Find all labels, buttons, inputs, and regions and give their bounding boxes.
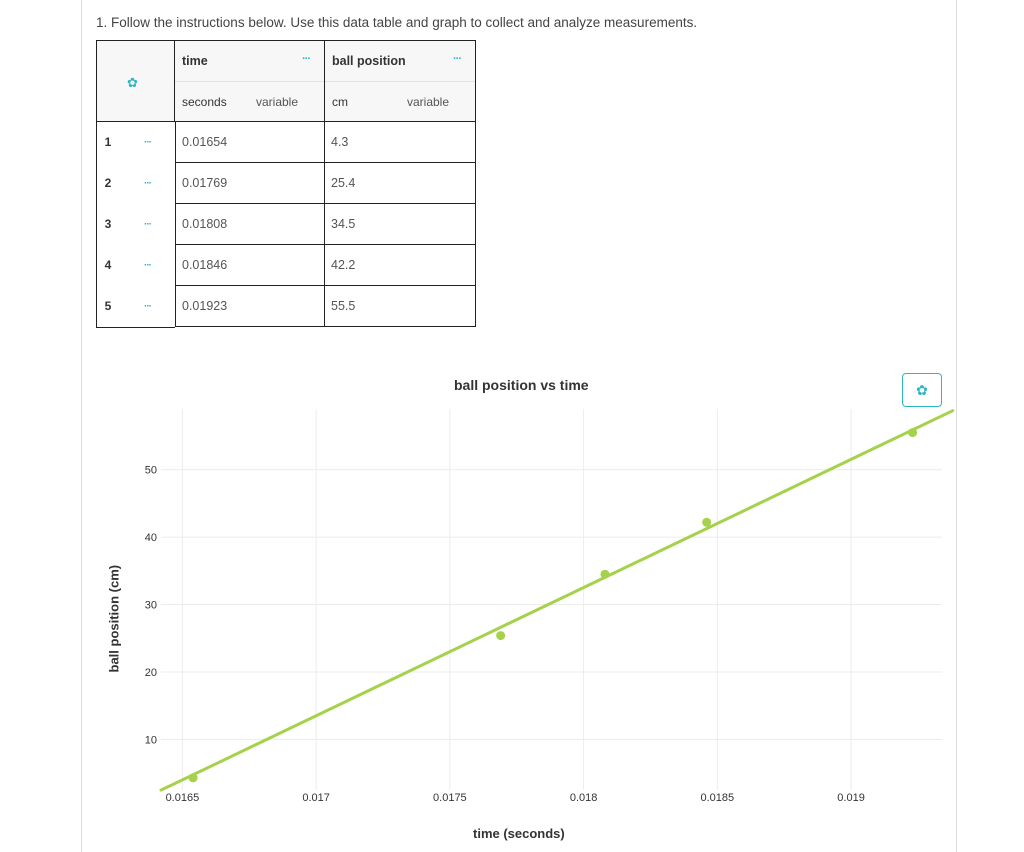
- column-header-time[interactable]: time ··· seconds variable: [175, 40, 325, 122]
- header-divider: [325, 81, 475, 82]
- row-header-bottom-border: [96, 327, 175, 328]
- column-variable-tag: variable: [407, 95, 450, 109]
- x-axis-title: time (seconds): [473, 826, 565, 841]
- data-point: [908, 428, 918, 438]
- data-point: [188, 773, 198, 783]
- time-cell[interactable]: 0.01808: [175, 204, 325, 245]
- y-axis-title: ball position (cm): [106, 564, 122, 673]
- data-point: [600, 569, 610, 579]
- gear-icon[interactable]: ✿: [127, 75, 138, 90]
- row-number: 3: [96, 204, 119, 245]
- column-unit[interactable]: cm: [332, 95, 348, 109]
- row-number: 4: [96, 245, 119, 286]
- graph-settings-button[interactable]: ✿: [902, 373, 942, 407]
- time-cell[interactable]: 0.01769: [175, 163, 325, 204]
- best-fit-line: [159, 409, 955, 792]
- header-divider: [175, 81, 324, 82]
- column-variable-tag: variable: [256, 95, 299, 109]
- time-cell[interactable]: 0.01923: [175, 286, 325, 327]
- time-cell[interactable]: 0.01846: [175, 245, 325, 286]
- x-tick-label: 0.0185: [701, 792, 735, 804]
- position-cell[interactable]: 4.3: [325, 122, 476, 163]
- y-tick-label: 10: [145, 734, 157, 746]
- y-tick-label: 20: [145, 667, 157, 679]
- position-cell[interactable]: 55.5: [325, 286, 476, 327]
- instructions-text: 1. Follow the instructions below. Use th…: [96, 15, 698, 30]
- row-menu-icon[interactable]: ···: [144, 301, 152, 312]
- chart-title: ball position vs time: [454, 377, 589, 393]
- data-point: [496, 631, 506, 641]
- y-tick-label: 30: [145, 600, 157, 612]
- column-unit[interactable]: seconds: [182, 95, 227, 109]
- row-number: 1: [96, 122, 119, 163]
- y-tick-label: 40: [145, 532, 157, 544]
- column-menu-icon[interactable]: ···: [453, 53, 462, 65]
- row-menu-icon[interactable]: ···: [144, 178, 152, 189]
- column-menu-icon[interactable]: ···: [302, 53, 311, 65]
- column-name[interactable]: time: [182, 54, 208, 68]
- data-point: [702, 517, 712, 527]
- x-tick-label: 0.0165: [166, 792, 200, 804]
- x-tick-label: 0.0175: [433, 792, 467, 804]
- x-tick-label: 0.019: [837, 792, 865, 804]
- column-name[interactable]: ball position: [332, 54, 406, 68]
- gear-icon[interactable]: ✿: [916, 382, 928, 398]
- row-menu-icon[interactable]: ···: [144, 219, 152, 230]
- position-cell[interactable]: 34.5: [325, 204, 476, 245]
- row-menu-icon[interactable]: ···: [144, 137, 152, 148]
- row-menu-icon[interactable]: ···: [144, 260, 152, 271]
- x-tick-label: 0.017: [302, 792, 330, 804]
- position-cell[interactable]: 42.2: [325, 245, 476, 286]
- content-panel: [81, 0, 957, 852]
- time-cell[interactable]: 0.01654: [175, 122, 325, 163]
- data-table: ✿ time ··· seconds variable ball positio…: [96, 40, 476, 329]
- row-number: 2: [96, 163, 119, 204]
- position-cell[interactable]: 25.4: [325, 163, 476, 204]
- table-settings-cell[interactable]: ✿: [96, 40, 175, 122]
- column-header-ball-position[interactable]: ball position ··· cm variable: [325, 40, 476, 122]
- y-tick-label: 50: [145, 465, 157, 477]
- x-tick-label: 0.018: [570, 792, 598, 804]
